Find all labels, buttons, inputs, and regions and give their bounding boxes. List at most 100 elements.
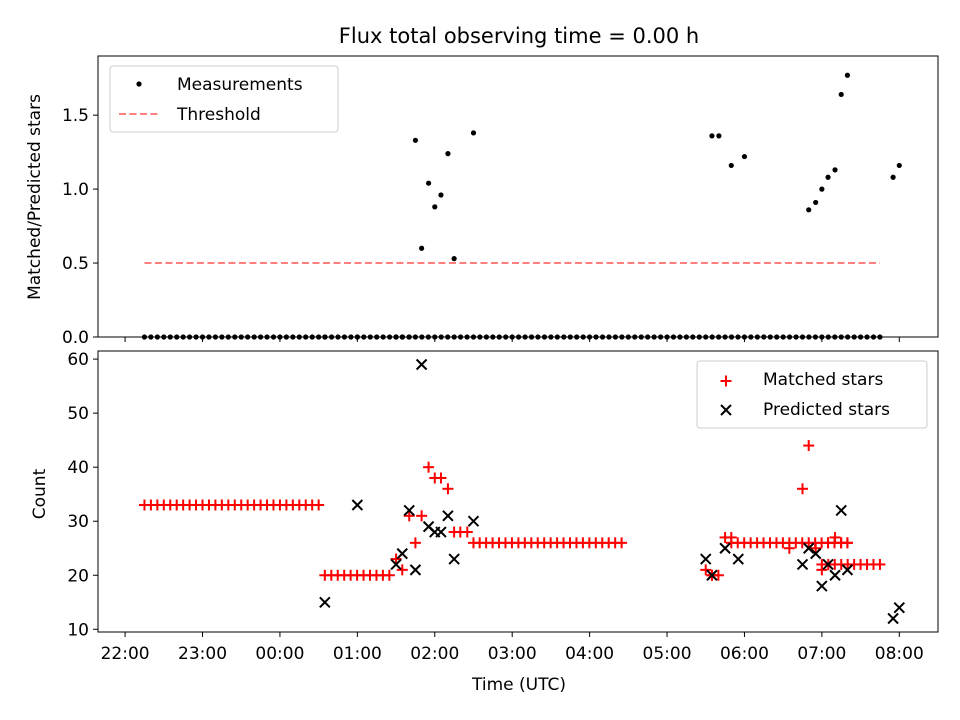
measurement-point [516, 334, 522, 340]
measurement-point [670, 334, 677, 340]
predicted-point [732, 553, 744, 565]
top-y-tick-label: 1.0 [62, 180, 89, 200]
measurements-legend-label: Measurements [177, 75, 303, 95]
measurement-point [612, 334, 618, 340]
bottom-axes-frame [97, 350, 939, 633]
chart-title: Flux total observing time = 0.00 h [339, 24, 699, 48]
measurement-point [232, 334, 238, 340]
measurement-point [851, 334, 857, 340]
measurement-point [812, 334, 819, 340]
measurement-point [380, 334, 386, 340]
measurement-point [877, 334, 883, 340]
measurement-point [606, 334, 612, 340]
measurement-point [419, 245, 425, 251]
predicted-point [700, 553, 712, 565]
matched-point [783, 542, 795, 554]
matched-point [442, 483, 454, 495]
measurement-point [212, 334, 219, 340]
measurement-point [696, 334, 702, 340]
measurement-point [703, 334, 709, 340]
x-tick-label: 07:00 [797, 644, 846, 664]
matched-point [416, 510, 428, 522]
measurement-point [709, 334, 715, 340]
measurement-point [251, 334, 257, 340]
matched-point [383, 569, 395, 581]
measurement-point [832, 334, 838, 340]
measurement-point [174, 334, 180, 340]
matched-point [396, 564, 408, 576]
top-legend-box [109, 65, 339, 133]
bottom-y-axis-label: Count [30, 468, 50, 519]
measurement-point [445, 151, 451, 157]
matched-point [829, 531, 841, 543]
bottom-plot-area [138, 358, 905, 625]
measurement-point [838, 334, 844, 340]
predicted-point [390, 558, 402, 571]
measurements-legend-marker [136, 81, 142, 87]
predicted-point [887, 612, 899, 625]
matched-point [409, 537, 421, 549]
bottom-x-axis: 22:00 23:00 00:00 01:00 02:00 03:00 04:00 05:00… [101, 632, 924, 664]
measurement-point [399, 334, 405, 340]
measurement-point [412, 137, 419, 143]
measurement-point [451, 334, 457, 340]
matched-point [803, 440, 815, 452]
measurement-point [813, 199, 819, 206]
matched-point [810, 542, 822, 554]
bottom-y-tick-label: 20 [67, 566, 89, 586]
predicted-point [803, 542, 815, 554]
measurement-point [561, 334, 567, 340]
measurement-point [425, 180, 432, 186]
x-tick-label: 08:00 [875, 644, 924, 664]
measurement-point [477, 334, 483, 340]
measurement-point [832, 167, 838, 173]
matched-point [797, 483, 809, 495]
measurement-point [367, 334, 373, 340]
matched-legend-label: Matched stars [763, 370, 883, 390]
predicted-point [442, 510, 454, 522]
measurement-point [645, 334, 651, 340]
measurement-point [819, 186, 825, 192]
matched-point [313, 499, 325, 511]
measurement-point [180, 334, 186, 340]
measurement-point [677, 334, 683, 340]
measurement-point [470, 130, 477, 136]
x-tick-label: 04:00 [565, 644, 614, 664]
measurement-point [625, 334, 631, 340]
x-tick-label: 02:00 [410, 644, 459, 664]
top-x-ticks [124, 337, 900, 342]
measurement-point [419, 334, 425, 340]
measurement-point [535, 334, 541, 340]
measurement-point [457, 334, 464, 340]
top-y-axis-label: Matched/Predicted stars [25, 94, 45, 300]
measurement-point [690, 334, 696, 340]
measurement-point [780, 334, 786, 340]
predicted-point [467, 515, 480, 527]
measurement-point [567, 334, 573, 340]
bottom-y-tick-label: 50 [67, 404, 89, 424]
measurement-point [754, 334, 760, 340]
measurement-point [799, 334, 806, 340]
measurement-point [425, 334, 431, 340]
measurement-point [806, 334, 812, 340]
matched-legend-marker [720, 375, 732, 387]
measurement-point [748, 334, 754, 340]
measurement-point [290, 334, 296, 340]
top-panel: 0.0 0.5 1.0 1.5 Matched/Predicted stars Mea… [25, 55, 939, 348]
predicted-point [809, 547, 822, 560]
matched-point [423, 461, 435, 473]
measurement-point [148, 334, 154, 340]
matched-point [390, 553, 402, 565]
measurement-point [161, 334, 167, 340]
measurement-point [554, 334, 560, 340]
measurement-point [735, 334, 741, 340]
measurement-point [651, 334, 657, 340]
measurement-point [470, 334, 477, 340]
matched-point [403, 510, 415, 522]
matched-point [816, 564, 828, 576]
top-y-axis: 0.0 0.5 1.0 1.5 [62, 106, 98, 348]
predicted-point [409, 564, 422, 576]
predicted-point [706, 569, 718, 581]
bottom-y-tick-label: 60 [67, 350, 89, 370]
